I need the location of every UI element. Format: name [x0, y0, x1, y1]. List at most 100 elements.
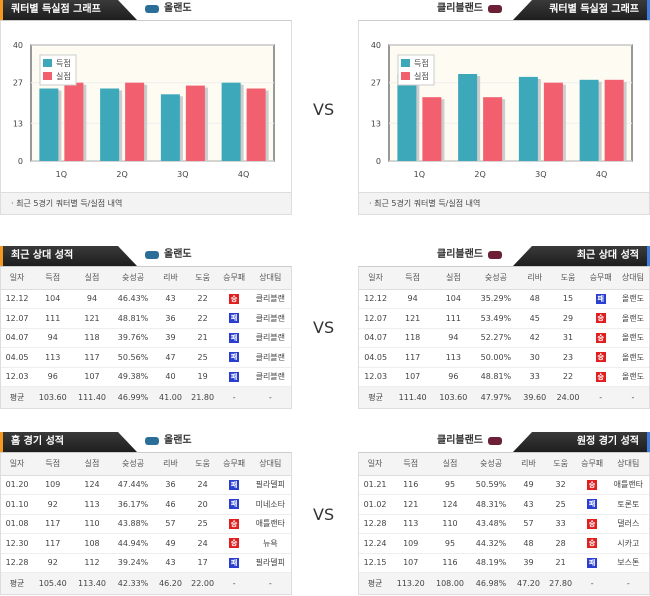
- column-header: 슛성공: [473, 267, 519, 290]
- bar-score-3Q: [518, 76, 538, 161]
- left-recent-panel: 최근 상대 성적 올랜도 일자 득점 실점 슛성공 리바 도움 승무패 상대팀 12.12 104 9…: [0, 246, 292, 409]
- table-cell: 시카고: [607, 533, 649, 554]
- table-row: 04.05 117 113 50.00% 30 23 승 올랜도: [359, 347, 649, 368]
- table-cell: 48.81%: [111, 308, 155, 329]
- table-cell: 50.59%: [469, 475, 513, 495]
- column-header: 승무패: [576, 453, 608, 476]
- section-title: 최근 상대 성적: [513, 246, 650, 266]
- average-cell: 111.40: [392, 386, 433, 408]
- result-badge-loss: 패: [229, 352, 240, 363]
- y-tick-label: 0: [376, 157, 381, 166]
- table-cell: 32: [544, 475, 577, 495]
- result-badge-win: 승: [587, 518, 598, 529]
- legend-swatch: [43, 72, 52, 80]
- column-header: 일자: [359, 267, 393, 290]
- table-cell: 04.07: [359, 328, 393, 348]
- table-cell: 22: [186, 289, 219, 309]
- legend-swatch: [401, 72, 410, 80]
- table-cell: 109: [33, 475, 73, 495]
- left-games-panel: 홈 경기 성적 올랜도 일자 득점 실점 슛성공 리바 도움 승무패 상대팀 01.20 109 12…: [0, 432, 292, 595]
- table-cell: 23: [551, 347, 585, 368]
- bar-score-4Q: [579, 79, 599, 161]
- section-header: 최근 상대 성적 클리블랜드: [358, 246, 650, 266]
- table-cell: 39: [154, 328, 187, 348]
- table-cell: 121: [72, 308, 112, 329]
- section-title: 원정 경기 성적: [513, 432, 650, 452]
- column-header: 상대팀: [616, 267, 649, 290]
- table-cell: 49.38%: [111, 367, 155, 387]
- column-header: 승무패: [584, 267, 617, 290]
- bar-score-3Q: [160, 94, 180, 161]
- table-row: 12.07 121 111 53.49% 45 29 승 올랜도: [359, 308, 649, 329]
- stats-table: 일자 득점 실점 슛성공 리바 도움 승무패 상대팀 01.21 116 95 50.59% 49 32 승…: [359, 453, 649, 594]
- column-header: 도움: [186, 267, 219, 290]
- table-cell: 클리블랜: [249, 289, 291, 309]
- table-row: 12.03 107 96 48.81% 33 22 승 올랜도: [359, 367, 649, 387]
- table-cell: 57: [154, 514, 187, 534]
- table-cell: 올랜도: [616, 289, 649, 309]
- average-row: 평균 113.20 108.00 46.98% 47.20 27.80- -: [359, 572, 649, 594]
- table-cell: 31: [551, 328, 585, 348]
- average-cell: 42.33%: [111, 572, 155, 594]
- section-header: 홈 경기 성적 올랜도: [0, 432, 292, 452]
- result-badge-loss: 패: [595, 293, 606, 304]
- team-logo-icon: [145, 437, 159, 445]
- average-cell: -: [218, 572, 250, 594]
- average-cell: 46.99%: [111, 386, 155, 408]
- table-cell: 12.15: [359, 553, 392, 573]
- table-cell: 95: [430, 533, 470, 554]
- average-cell: 41.00: [154, 386, 187, 408]
- average-cell: -: [584, 386, 617, 408]
- result-badge-win: 승: [595, 332, 606, 343]
- table-cell: 104: [433, 289, 474, 309]
- average-cell: 103.60: [33, 386, 73, 408]
- team-name: 클리블랜드: [437, 435, 483, 446]
- average-cell: 평균: [359, 572, 392, 594]
- column-header: 슛성공: [111, 267, 155, 290]
- y-tick-label: 13: [371, 119, 381, 128]
- table-cell: 22: [186, 308, 219, 329]
- table-cell: 110: [72, 514, 112, 534]
- table-cell: 94: [433, 328, 474, 348]
- table-cell: 48: [512, 533, 545, 554]
- table-row: 01.02 121 124 48.31% 43 25 패 토론토: [359, 494, 649, 515]
- result-badge-loss: 패: [229, 332, 240, 343]
- table-cell: 올랜도: [616, 308, 649, 329]
- table-cell: 109: [391, 533, 431, 554]
- table-cell: 33: [544, 514, 577, 534]
- table-cell: 44.94%: [111, 533, 155, 554]
- table-cell: 50.00%: [473, 347, 519, 368]
- team-logo-icon: [488, 437, 502, 445]
- table-cell: 46.43%: [111, 289, 155, 309]
- table-cell: 12.28: [1, 553, 34, 573]
- average-cell: -: [218, 386, 250, 408]
- average-cell: 108.00: [430, 572, 470, 594]
- table-cell: 110: [430, 514, 470, 534]
- table-cell: 48: [518, 289, 552, 309]
- table-cell: 95: [430, 475, 470, 495]
- column-header: 상대팀: [607, 453, 649, 476]
- y-tick-label: 13: [13, 119, 23, 128]
- table-cell: 댈러스: [607, 514, 649, 534]
- table-cell: 121: [392, 308, 433, 329]
- table-cell: 35.29%: [473, 289, 519, 309]
- bar-allowed-3Q: [543, 82, 563, 161]
- team-logo-icon: [488, 251, 502, 259]
- table-cell: 111: [433, 308, 474, 329]
- team-logo-icon: [145, 5, 159, 13]
- result-badge-win: 승: [587, 479, 598, 490]
- average-cell: 평균: [1, 386, 34, 408]
- left-chart-panel: 쿼터별 득실점 그래프 올랜도 0 13 27 40 1Q 2Q 3Q 4Q 득점 실점 · 최근 5…: [0, 0, 292, 215]
- column-header: 득점: [391, 453, 431, 476]
- table-cell: 28: [544, 533, 577, 554]
- table-cell: 43.48%: [469, 514, 513, 534]
- table-header-row: 일자 득점 실점 슛성공 리바 도움 승무패 상대팀: [1, 453, 291, 476]
- table-row: 12.03 96 107 49.38% 40 19 패 클리블랜: [1, 367, 291, 387]
- x-tick-label: 4Q: [238, 170, 249, 179]
- team-name-header: 올랜도: [145, 0, 192, 18]
- result-badge-loss: 패: [587, 499, 598, 510]
- average-cell: 113.20: [391, 572, 431, 594]
- team-name-header: 클리블랜드: [437, 0, 502, 18]
- table-row: 12.28 92 112 39.24% 43 17 패 필라델피: [1, 553, 291, 573]
